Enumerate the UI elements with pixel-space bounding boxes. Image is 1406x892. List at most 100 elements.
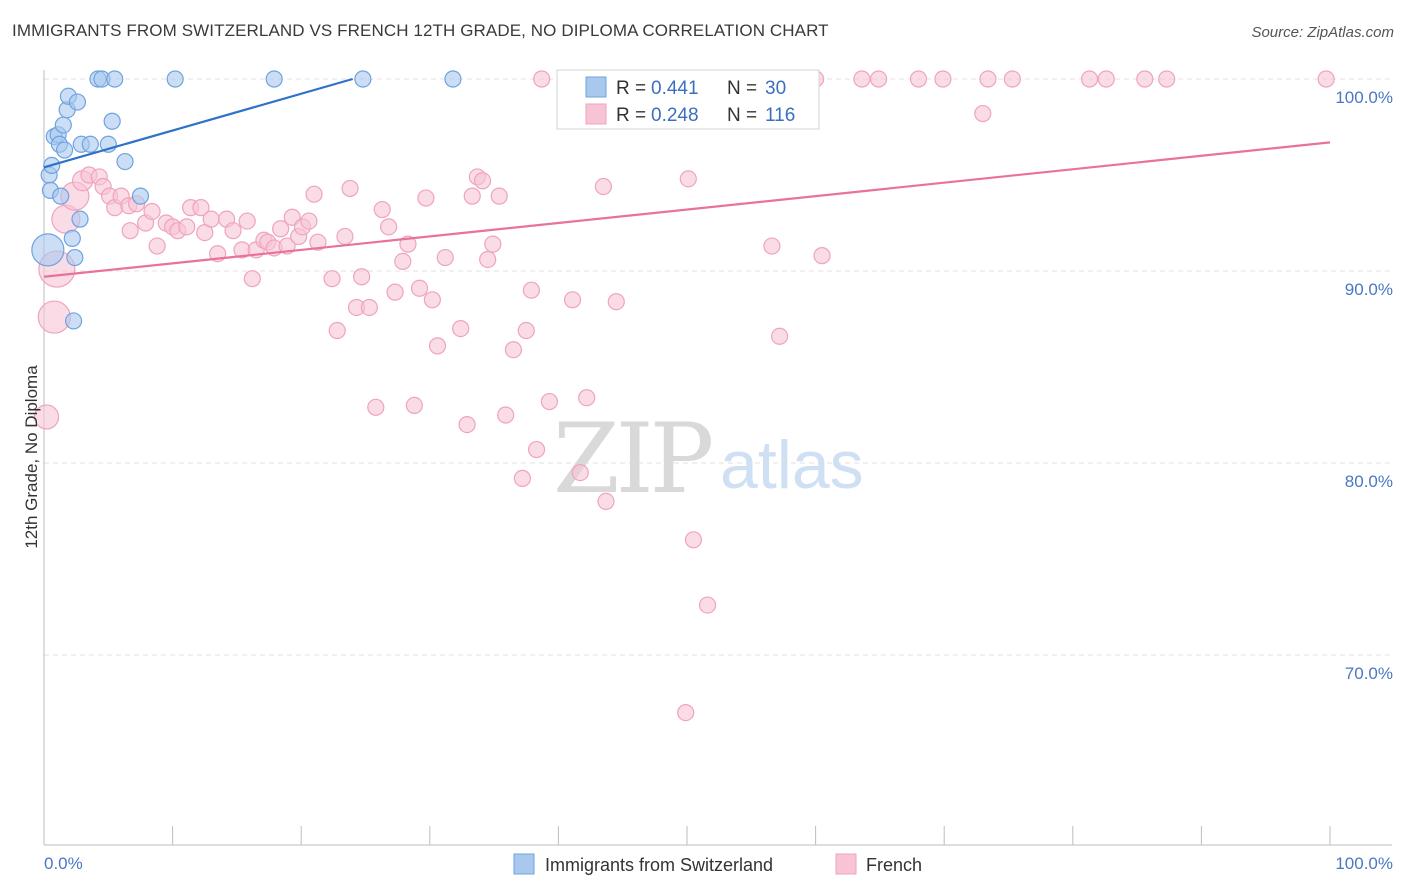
- point-french-105: [974, 104, 992, 123]
- data-points: [31, 70, 1335, 722]
- point-french-23: [192, 199, 210, 217]
- point-french-0: [33, 404, 60, 430]
- point-french-43: [309, 233, 327, 251]
- legend-label-french: French: [866, 855, 922, 875]
- point-french-93: [698, 596, 717, 614]
- point-french-81: [571, 464, 589, 482]
- point-french-108: [1080, 70, 1099, 88]
- point-french-67: [473, 172, 492, 190]
- point-french-55: [394, 252, 412, 270]
- watermark-atlas: atlas: [720, 427, 864, 503]
- point-french-109: [1097, 70, 1115, 88]
- stats-n-value-1: 30: [765, 78, 786, 99]
- point-french-76: [527, 440, 546, 459]
- point-french-28: [224, 222, 242, 240]
- x-tick-label-1: 100.0%: [1335, 854, 1393, 873]
- y-tick-label-0: 100.0%: [1335, 88, 1393, 107]
- point-french-65: [463, 187, 481, 205]
- point-switzerland-23: [106, 70, 124, 88]
- point-switzerland-7: [52, 187, 70, 205]
- grid-lines: [44, 78, 1392, 656]
- stats-n-label-1: N =: [727, 78, 757, 99]
- point-french-110: [1136, 70, 1154, 88]
- watermark: ZIP atlas: [553, 403, 864, 515]
- stats-legend: R = 0.441 N = 30 R = 0.248 N = 116: [556, 69, 820, 130]
- stats-n-label-2: N =: [727, 105, 757, 126]
- point-french-85: [597, 492, 615, 510]
- point-french-71: [497, 406, 515, 424]
- point-french-36: [272, 220, 290, 238]
- point-french-17: [148, 237, 166, 255]
- point-french-80: [563, 291, 582, 309]
- point-french-30: [238, 212, 256, 230]
- point-french-96: [763, 237, 781, 255]
- point-french-100: [813, 247, 831, 265]
- stats-swatch-french: [585, 103, 607, 125]
- point-french-31: [243, 270, 261, 288]
- point-french-13: [121, 222, 139, 240]
- series-legend: Immigrants from Switzerland French: [513, 853, 922, 875]
- axes: [43, 70, 1392, 846]
- y-tick-label-2: 80.0%: [1345, 472, 1393, 491]
- point-french-41: [300, 212, 318, 230]
- point-french-62: [436, 248, 454, 267]
- point-french-73: [513, 469, 531, 487]
- point-french-86: [607, 293, 625, 311]
- point-french-16: [143, 202, 161, 221]
- point-french-102: [870, 70, 888, 88]
- point-french-25: [202, 210, 220, 228]
- point-switzerland-24: [116, 152, 134, 171]
- point-french-77: [533, 70, 551, 88]
- point-french-97: [770, 327, 789, 345]
- point-french-69: [484, 235, 502, 253]
- point-switzerland-27: [265, 70, 283, 88]
- y-axis-title: 12th Grade, No Diploma: [22, 365, 41, 549]
- point-french-75: [522, 281, 540, 299]
- point-switzerland-28: [354, 70, 372, 88]
- point-french-64: [458, 416, 476, 434]
- point-french-59: [417, 189, 435, 207]
- point-french-60: [423, 291, 441, 309]
- stats-r-value-1: 0.441: [651, 78, 699, 99]
- point-french-107: [1003, 70, 1021, 88]
- point-french-58: [410, 279, 429, 297]
- point-french-44: [323, 270, 341, 288]
- point-french-70: [490, 187, 508, 205]
- tick-labels: 100.0% 90.0% 80.0% 70.0% 0.0% 100.0%: [44, 88, 1393, 873]
- trend-lines: [43, 77, 1331, 278]
- legend-label-switzerland: Immigrants from Switzerland: [545, 855, 773, 875]
- point-french-46: [336, 227, 354, 246]
- legend-swatch-switzerland: [513, 853, 535, 875]
- point-french-42: [305, 185, 323, 203]
- point-french-49: [353, 268, 371, 286]
- point-french-104: [934, 70, 952, 88]
- point-switzerland-13: [64, 312, 83, 330]
- watermark-zip: ZIP: [553, 403, 712, 515]
- point-french-47: [341, 179, 359, 198]
- point-french-1: [37, 300, 71, 334]
- point-french-68: [479, 250, 497, 269]
- point-french-78: [540, 392, 558, 411]
- point-french-54: [386, 283, 404, 301]
- stats-r-label-2: R =: [616, 105, 646, 126]
- y-tick-label-1: 90.0%: [1345, 280, 1393, 299]
- point-french-112: [1317, 70, 1335, 88]
- point-french-91: [679, 170, 697, 188]
- legend-swatch-french: [835, 853, 857, 875]
- point-french-21: [178, 218, 196, 236]
- stats-n-value-2: 116: [765, 105, 795, 126]
- point-switzerland-9: [55, 141, 74, 159]
- point-french-50: [360, 298, 378, 317]
- stats-swatch-switzerland: [585, 76, 607, 98]
- point-switzerland-25: [131, 187, 150, 205]
- point-french-63: [452, 320, 470, 338]
- point-french-74: [517, 321, 535, 340]
- point-switzerland-15: [68, 93, 87, 111]
- point-french-84: [594, 177, 613, 196]
- stats-r-value-2: 0.248: [651, 105, 699, 126]
- point-french-57: [405, 396, 423, 414]
- point-switzerland-8: [54, 116, 72, 134]
- point-switzerland-14: [66, 248, 84, 267]
- point-switzerland-22: [103, 112, 121, 130]
